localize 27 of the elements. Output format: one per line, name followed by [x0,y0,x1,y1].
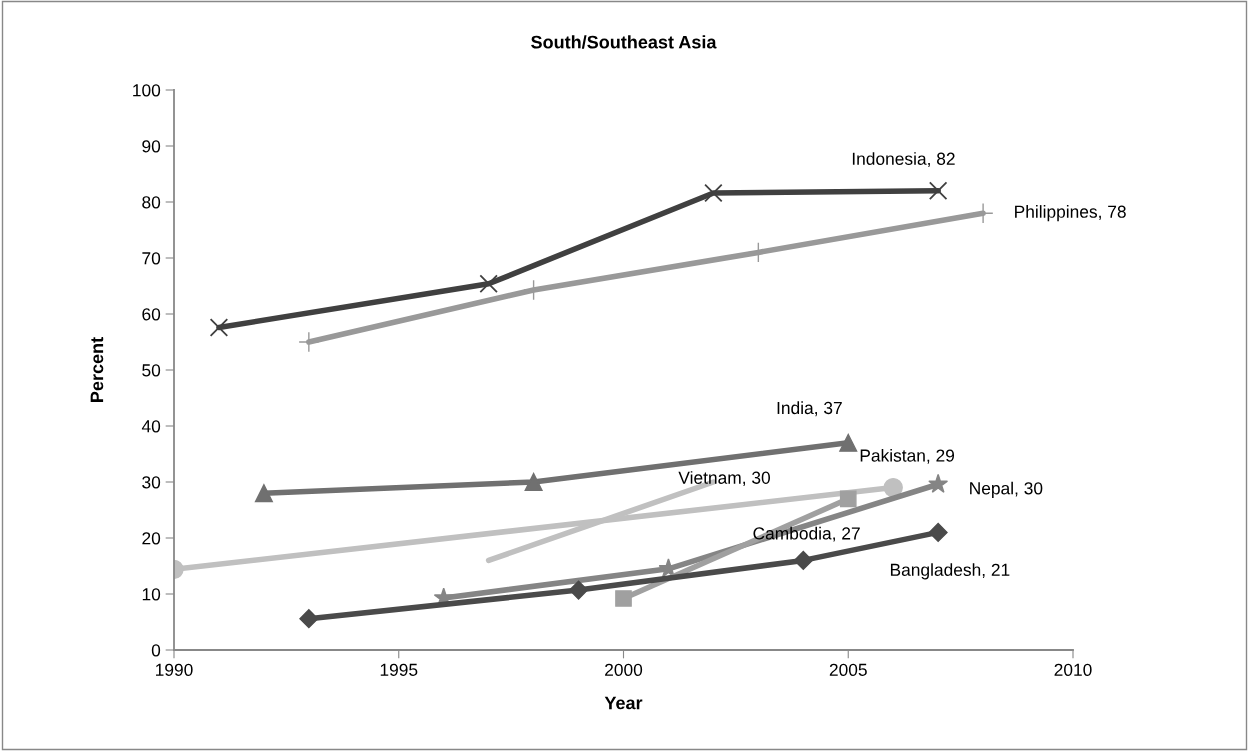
x-tick-label: 2005 [829,663,867,676]
y-tick-label: 40 [141,420,161,433]
chart-title: South/Southeast Asia [531,35,717,49]
x-axis-title: Year [604,696,643,710]
annotation: Philippines, 78 [1015,205,1126,222]
annotation: Pakistan, 29 [860,448,955,464]
annotation: Vietnam, 30 [678,471,771,486]
x-tick-label: 1990 [156,663,193,676]
x-tick-label: 2000 [605,663,643,676]
y-tick-label: 50 [142,364,161,377]
x-tick-label: 1995 [380,663,418,676]
annotation: India, 37 [777,401,842,417]
y-tick-label: 30 [142,476,161,489]
y-tick-label: 70 [142,252,161,265]
y-tick-label: 100 [133,84,161,97]
y-tick-label: 10 [142,588,161,601]
y-tick-label: 0 [151,644,161,657]
y-axis-title: Percent [90,337,104,402]
y-tick-label: 90 [142,140,161,153]
y-tick-label: 20 [142,532,161,545]
x-tick-label: 2010 [1054,663,1092,676]
y-tick-label: 60 [142,308,161,321]
annotation: Indonesia, 82 [852,152,955,167]
y-tick-label: 80 [142,196,161,209]
annotation: Bangladesh, 21 [890,563,1010,580]
annotation: Nepal, 30 [970,481,1043,498]
annotation: Cambodia, 27 [753,526,860,542]
